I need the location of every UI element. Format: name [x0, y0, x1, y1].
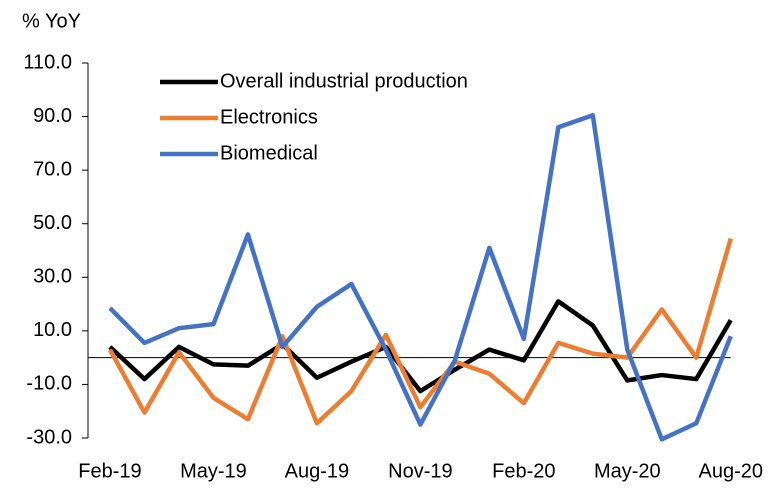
x-tick-label: Feb-19 [78, 460, 141, 482]
x-tick-label: May-19 [180, 460, 247, 482]
x-tick-label: Aug-19 [285, 460, 350, 482]
y-tick-label: -10.0 [26, 373, 72, 395]
x-tick-label: Nov-19 [388, 460, 452, 482]
x-tick-label: Feb-20 [492, 460, 555, 482]
x-tick-label: May-20 [594, 460, 661, 482]
legend-label: Biomedical [220, 142, 318, 164]
y-tick-label: 110.0 [23, 51, 72, 73]
y-tick-label: 50.0 [33, 212, 72, 234]
y-axis-label: % YoY [22, 10, 81, 32]
x-tick-label: Aug-20 [699, 460, 764, 482]
series-line [108, 237, 733, 426]
y-tick-label: 30.0 [33, 266, 72, 288]
legend-label: Overall industrial production [220, 70, 468, 92]
series-line [108, 299, 733, 394]
y-tick-label: 70.0 [33, 158, 72, 180]
y-tick-label: 90.0 [33, 105, 72, 127]
y-tick-label: -30.0 [26, 426, 72, 448]
legend-label: Electronics [220, 106, 318, 128]
y-tick-label: 10.0 [33, 319, 72, 341]
series-line [108, 112, 733, 442]
